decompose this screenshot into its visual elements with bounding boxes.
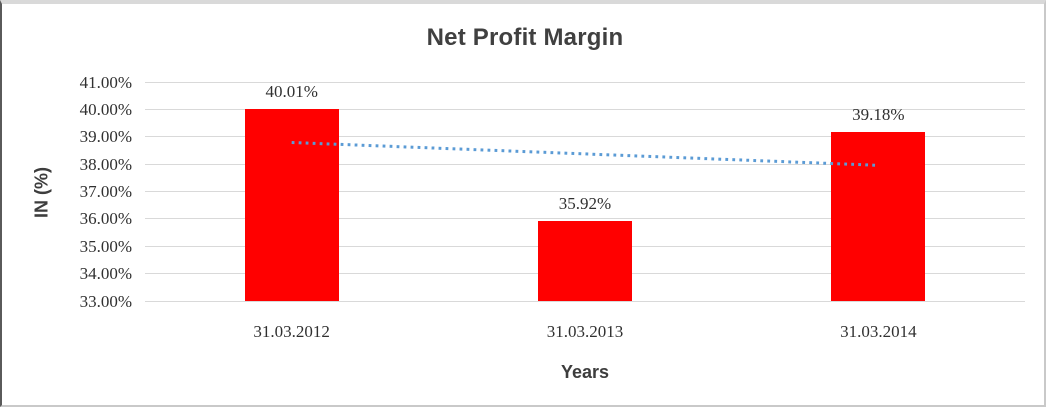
bar-31.03.2012	[244, 109, 339, 301]
gridline	[145, 218, 1025, 220]
y-tick-label: 36.00%	[79, 209, 132, 229]
bar-31.03.2014	[831, 131, 926, 301]
y-tick-label: 41.00%	[79, 72, 132, 92]
y-tick-label: 35.00%	[79, 236, 132, 256]
y-tick-label: 37.00%	[79, 182, 132, 201]
y-tick-label: 39.00%	[79, 127, 132, 147]
category-label: 31.03.2012	[253, 322, 330, 341]
data-label: 40.01%	[265, 82, 318, 102]
data-label: 39.18%	[852, 104, 905, 124]
y-tick-label: 33.00%	[79, 291, 132, 311]
gridline	[145, 108, 1025, 110]
gridline	[145, 300, 1025, 302]
y-tick-label: 34.00%	[79, 264, 132, 284]
chart-title: Net Profit Margin	[426, 24, 624, 51]
category-label: 31.03.2014	[840, 322, 917, 341]
plot-area: 41.00% 40.00% 39.00% 38.00% 37.00% 36.00% 35.0…	[2, 4, 1044, 405]
category-label: 31.03.2013	[546, 322, 624, 341]
x-axis-title: Years	[560, 362, 610, 382]
gridline	[145, 81, 1025, 83]
gridline	[145, 191, 1025, 192]
bar-31.03.2013	[538, 221, 632, 301]
data-label: 35.92%	[558, 194, 612, 214]
y-tick-label: 40.00%	[79, 99, 132, 119]
y-tick-label: 38.00%	[79, 154, 132, 174]
gridline	[145, 136, 1025, 138]
y-axis-title: IN (%)	[31, 167, 52, 218]
